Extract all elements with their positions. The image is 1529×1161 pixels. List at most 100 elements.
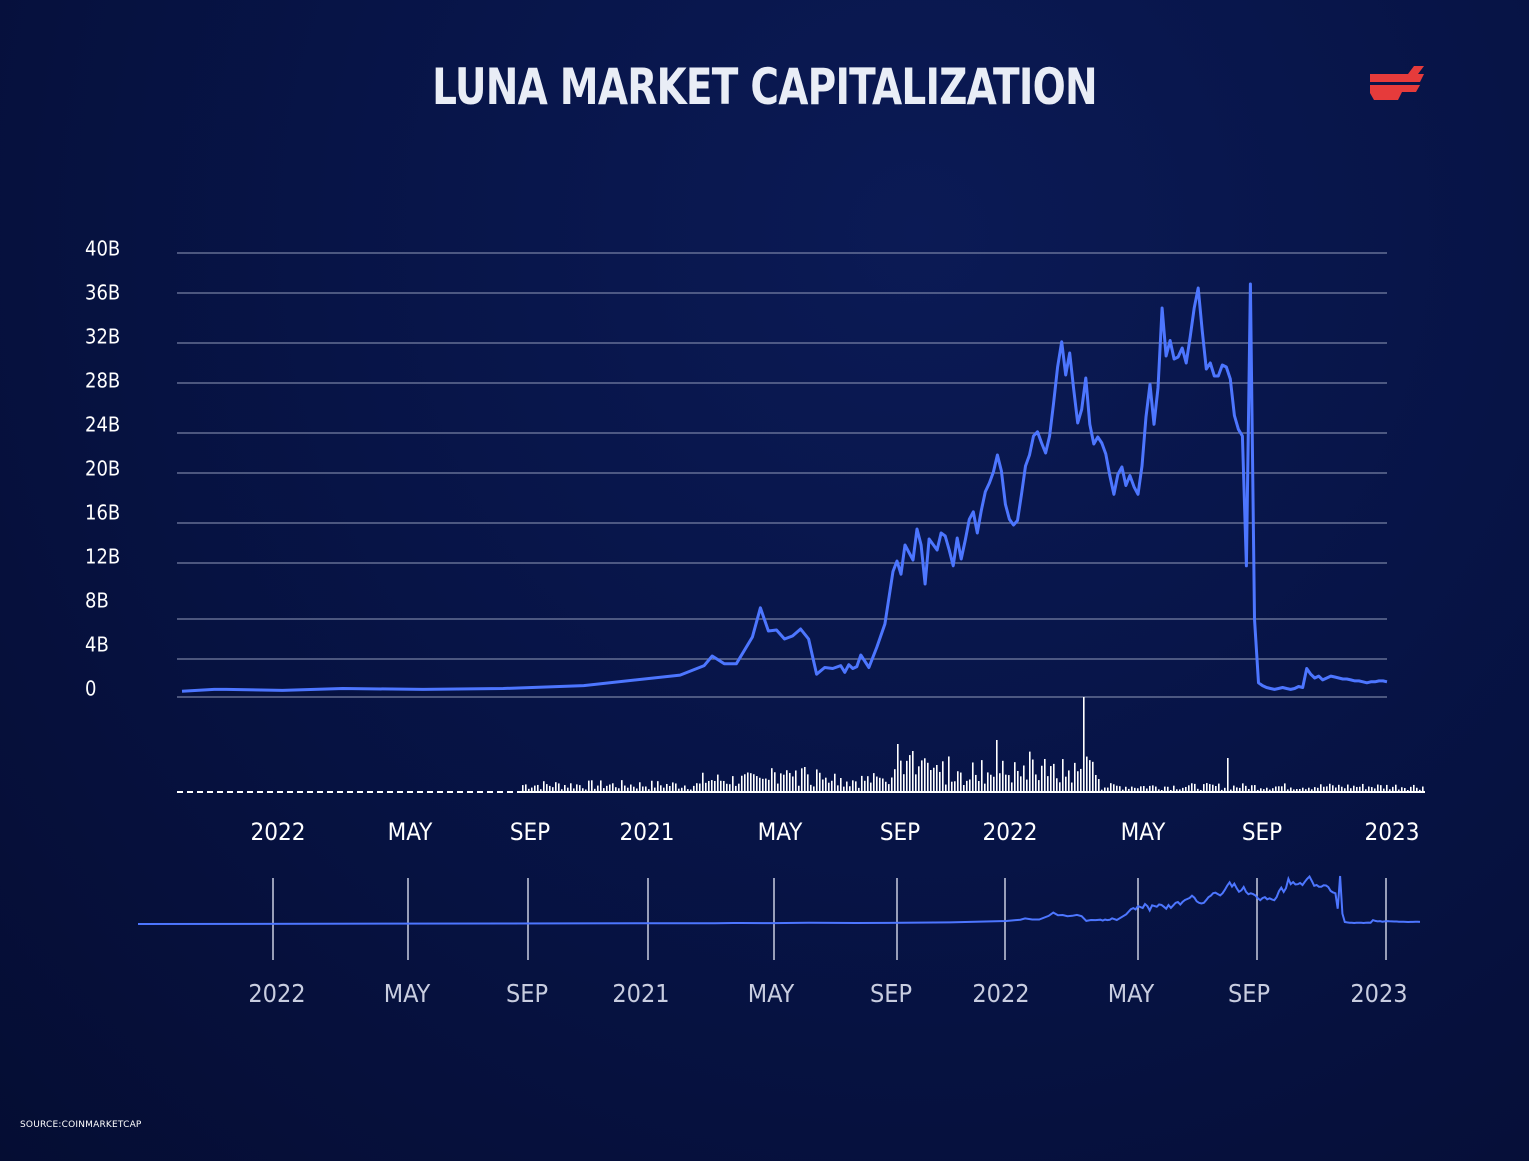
volume-bar — [1152, 785, 1154, 792]
navigator-tick-label-may: MAY — [384, 979, 431, 1008]
volume-bar — [1368, 786, 1370, 792]
volume-bar — [1302, 787, 1304, 792]
volume-bar — [1230, 789, 1232, 792]
volume-bar — [870, 782, 872, 792]
range-navigator[interactable]: 2022 MAY SEP 2021 MAY SEP 2022 MAY SEP 2023 — [137, 874, 1421, 1008]
volume-bar — [855, 781, 857, 792]
volume-bar — [804, 766, 806, 792]
volume-bar — [867, 776, 869, 792]
volume-bar — [909, 755, 911, 792]
volume-bar — [792, 776, 794, 792]
volume-bar — [1140, 786, 1142, 792]
volume-bar — [984, 783, 986, 792]
volume-bar — [1005, 774, 1007, 792]
volume-bar — [1143, 786, 1145, 792]
volume-bar — [1296, 788, 1298, 792]
volume-bar — [576, 784, 578, 792]
y-tick-label-40B: 40B — [85, 237, 120, 261]
x-tick-label-sep: SEP — [1242, 818, 1282, 846]
navigator-tick-label-sep: SEP — [870, 979, 912, 1008]
volume-bar — [885, 781, 887, 792]
volume-bar — [687, 789, 689, 792]
volume-bar — [549, 785, 551, 792]
volume-bar — [771, 768, 773, 792]
volume-bar — [822, 779, 824, 792]
volume-bar — [1119, 786, 1121, 792]
volume-bar — [1110, 783, 1112, 792]
volume-bar — [633, 786, 635, 792]
volume-bar — [1053, 763, 1055, 792]
volume-bar — [1275, 786, 1277, 792]
volume-bar — [1353, 785, 1355, 792]
volume-bar — [735, 785, 737, 792]
volume-bar — [642, 786, 644, 792]
navigator-line — [137, 874, 1421, 925]
volume-bar — [1266, 787, 1268, 792]
volume-bar — [522, 785, 524, 792]
volume-bar — [1173, 785, 1175, 792]
volume-bar — [1338, 784, 1340, 792]
volume-bar — [627, 787, 629, 792]
volume-bar — [636, 788, 638, 792]
volume-bar — [693, 785, 695, 792]
x-tick-label-may: MAY — [1121, 818, 1167, 846]
volume-bar — [1287, 789, 1289, 792]
volume-bar — [999, 773, 1001, 792]
volume-bar — [918, 766, 920, 792]
volume-bar — [849, 786, 851, 792]
volume-bar — [1344, 788, 1346, 792]
volume-bar — [858, 787, 860, 792]
volume-bar — [888, 784, 890, 792]
volume-bar — [1221, 789, 1223, 792]
volume-bar — [987, 772, 989, 792]
volume-bar — [1392, 786, 1394, 792]
volume-bar — [1026, 779, 1028, 792]
volume-bar — [543, 781, 545, 792]
volume-bar — [1032, 759, 1034, 792]
volume-bar — [1137, 788, 1139, 792]
volume-bar — [525, 784, 527, 792]
volume-bar — [660, 785, 662, 792]
volume-bar — [1158, 789, 1160, 792]
volume-bar — [942, 761, 944, 792]
volume-bar — [1080, 768, 1082, 792]
volume-bar — [702, 772, 704, 792]
volume-bar — [534, 785, 536, 792]
volume-bar — [552, 787, 554, 792]
navigator-tick-label-2022: 2022 — [972, 979, 1029, 1008]
volume-bar — [654, 787, 656, 792]
volume-bar — [837, 785, 839, 792]
volume-bar — [990, 774, 992, 792]
volume-bar — [663, 787, 665, 792]
volume-bar — [1179, 789, 1181, 792]
volume-bar — [1350, 788, 1352, 792]
volume-bar — [1386, 784, 1388, 792]
volume-bar — [957, 771, 959, 792]
volume-bar — [1371, 787, 1373, 792]
volume-bar — [597, 785, 599, 792]
volume-bar — [1284, 783, 1286, 792]
volume-bar — [741, 775, 743, 792]
volume-bar — [759, 777, 761, 792]
volume-bar — [1326, 786, 1328, 792]
volume-bar — [894, 769, 896, 792]
source-note: SOURCE:COINMARKETCAP — [20, 1120, 142, 1130]
volume-bar — [711, 780, 713, 792]
volume-bar — [1329, 783, 1331, 792]
volume-bar — [1029, 751, 1031, 792]
volume-bar — [675, 783, 677, 792]
volume-bar — [1377, 784, 1379, 792]
volume-bar — [1374, 788, 1376, 792]
volume-bar — [618, 788, 620, 792]
volume-bar — [1218, 783, 1220, 792]
volume-bar — [1308, 787, 1310, 792]
volume-bar — [930, 770, 932, 792]
volume-bar — [879, 777, 881, 792]
volume-bar — [813, 786, 815, 792]
volume-bar — [969, 779, 971, 792]
volume-bar — [1068, 770, 1070, 792]
volume-bar — [1242, 783, 1244, 792]
volume-bar — [960, 772, 962, 792]
x-tick-label-sep: SEP — [510, 818, 550, 846]
y-tick-label-20B: 20B — [85, 457, 120, 481]
